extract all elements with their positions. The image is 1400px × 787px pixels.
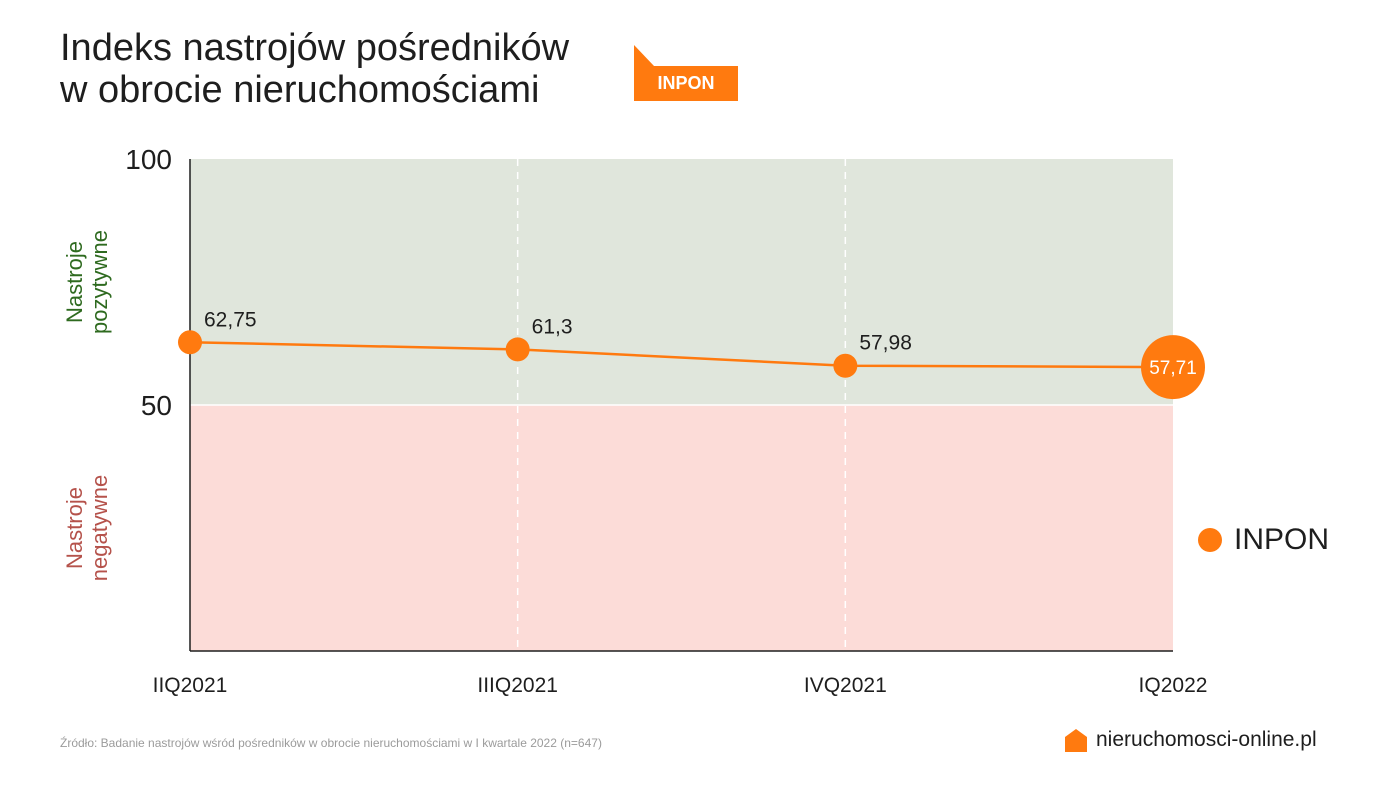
inpon-badge — [634, 45, 738, 101]
brand-text: nieruchomosci-online.pl — [1096, 728, 1317, 751]
y-tick-label: 100 — [125, 144, 172, 175]
positive-zone-label-line-2: pozytywne — [87, 230, 112, 334]
data-point — [505, 337, 530, 362]
data-label: 62,75 — [204, 308, 257, 331]
legend-marker — [1198, 528, 1222, 552]
legend-label: INPON — [1234, 523, 1330, 556]
data-point — [833, 353, 858, 378]
data-label: 57,71 — [1149, 358, 1197, 379]
x-tick-label: IQ2022 — [1139, 674, 1208, 697]
negative-zone-label-line-2: negatywne — [87, 475, 112, 581]
chart-title-line-1: Indeks nastrojów pośredników — [60, 27, 570, 69]
data-label: 61,3 — [532, 315, 573, 338]
data-point — [178, 330, 202, 355]
series-line-inpon — [189, 341, 1174, 369]
chart-title-line-2: w obrocie nieruchomościami — [60, 69, 540, 111]
data-point-highlight — [1141, 335, 1205, 400]
legend: INPON — [1198, 520, 1329, 560]
x-tick-label: IIQ2021 — [153, 674, 228, 697]
y-tick-label: 50 — [141, 390, 172, 421]
brand-logo: nieruchomosci-online.pl — [1064, 724, 1317, 756]
x-tick-label: IVQ2021 — [804, 674, 887, 697]
positive-zone — [190, 159, 1173, 405]
house-icon — [1065, 729, 1087, 752]
negative-zone-label-line-1: Nastroje — [62, 487, 87, 569]
data-label: 57,98 — [859, 332, 912, 355]
inpon-badge-label: INPON — [657, 73, 715, 93]
source-note: Źródło: Badanie nastrojów wśród pośredni… — [60, 736, 602, 750]
positive-zone-label-line-1: Nastroje — [62, 241, 87, 323]
negative-zone — [190, 405, 1173, 651]
x-tick-label: IIIQ2021 — [477, 674, 558, 697]
